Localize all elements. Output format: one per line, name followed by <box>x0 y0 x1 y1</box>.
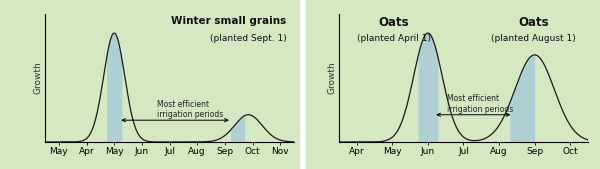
Text: Winter small grains: Winter small grains <box>171 16 287 26</box>
Y-axis label: Growth: Growth <box>327 61 336 94</box>
Text: Oats: Oats <box>518 16 548 29</box>
Y-axis label: Growth: Growth <box>33 61 42 94</box>
Text: Most efficient
irrigation periods: Most efficient irrigation periods <box>448 94 514 114</box>
Text: Most efficient
irrigation periods: Most efficient irrigation periods <box>157 100 223 119</box>
Text: Oats: Oats <box>379 16 409 29</box>
Text: (planted August 1): (planted August 1) <box>491 34 575 43</box>
Text: (planted April 1): (planted April 1) <box>357 34 431 43</box>
Text: (planted Sept. 1): (planted Sept. 1) <box>210 34 287 43</box>
